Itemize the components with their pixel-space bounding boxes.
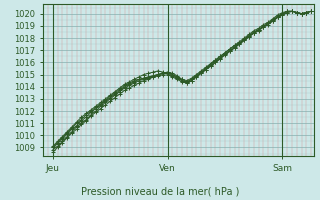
Text: Pression niveau de la mer( hPa ): Pression niveau de la mer( hPa ) [81, 186, 239, 196]
